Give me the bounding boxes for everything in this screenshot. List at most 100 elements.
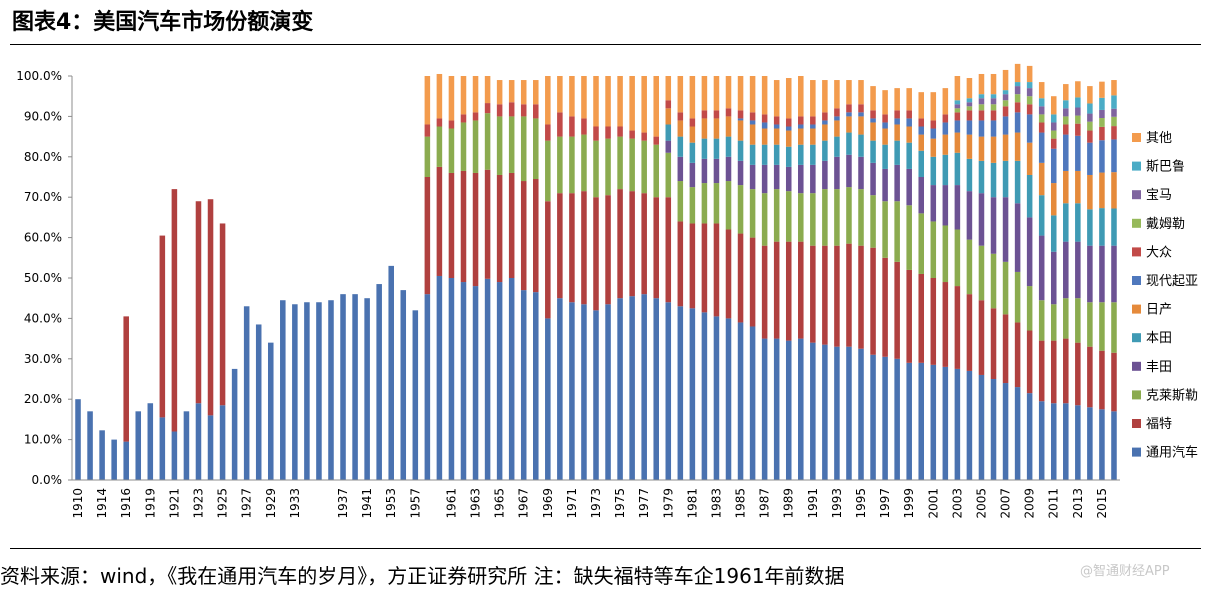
bar-segment-其他-1972 (581, 76, 587, 119)
bar-segment-日产-2014 (1087, 174, 1093, 210)
bar-segment-丰田-1987 (761, 164, 768, 194)
bar-segment-通用汽车-2009 (1026, 393, 1033, 480)
bar-segment-其他-1979 (665, 76, 672, 101)
bar-segment-通用汽车-1987 (761, 338, 768, 480)
bar-segment-福特-1995 (858, 245, 864, 349)
bar-segment-福特-2007 (1002, 314, 1009, 384)
bar-segment-现代起亚-1986 (749, 120, 756, 125)
bar-segment-宝马-2009 (1026, 88, 1033, 97)
y-tick-label: 50.0% (24, 271, 62, 285)
bar-segment-大众-1988 (773, 116, 780, 125)
bar-segment-克莱斯勒-1983 (713, 183, 720, 224)
bar-segment-现代起亚-2016 (1111, 139, 1117, 173)
legend-swatch-日产 (1132, 304, 1141, 314)
bar-segment-本田-2016 (1111, 208, 1117, 246)
bar-segment-斯巴鲁-2012 (1063, 100, 1069, 109)
bar-segment-本田-2002 (942, 154, 949, 186)
bar-segment-其他-1982 (701, 76, 708, 111)
bar-segment-福特-1985 (737, 233, 744, 323)
bar-segment-现代起亚-1989 (785, 126, 792, 131)
bar-segment-大众-1968 (533, 104, 539, 119)
bar-segment-大众-1966 (508, 102, 515, 117)
bar-segment-通用汽车-1966 (508, 278, 515, 480)
bar-segment-其他-1958 (424, 76, 431, 125)
legend-swatch-其他 (1132, 133, 1141, 142)
x-tick-label: 1969 (541, 488, 555, 519)
bar-segment-克莱斯勒-2001 (930, 221, 937, 278)
bar-segment-其他-2012 (1063, 84, 1069, 101)
bar-segment-福特-1973 (593, 197, 599, 311)
x-tick-label: 1957 (408, 488, 422, 519)
bar-segment-通用汽车-1936 (328, 300, 334, 480)
bar-segment-日产-2005 (978, 136, 985, 161)
bar-segment-福特-1991 (810, 245, 816, 343)
bar-segment-现代起亚-2006 (990, 120, 997, 137)
y-tick-label: 20.0% (24, 392, 62, 406)
bar-segment-福特-2001 (930, 278, 937, 365)
bar-segment-现代起亚-1997 (882, 122, 888, 129)
bar-segment-日产-2015 (1099, 172, 1105, 209)
bar-segment-通用汽车-1912 (87, 411, 93, 480)
bar-segment-通用汽车-1992 (822, 344, 828, 480)
bar-segment-本田-2007 (1002, 160, 1009, 198)
bar-segment-福特-1980 (677, 221, 684, 307)
bar-segment-其他-1984 (725, 76, 732, 109)
bar-segment-通用汽车-1977 (641, 294, 647, 480)
bar-segment-克莱斯勒-1989 (785, 191, 792, 242)
bar-segment-日产-1988 (773, 128, 780, 145)
bar-segment-大众-1962 (460, 114, 467, 123)
bar-segment-戴姆勒-2004 (966, 106, 973, 111)
bar-segment-克莱斯勒-2005 (978, 245, 985, 301)
bar-segment-斯巴鲁-2014 (1087, 103, 1093, 114)
bar-segment-克莱斯勒-1976 (629, 138, 635, 192)
bar-segment-丰田-2004 (966, 191, 973, 240)
bar-segment-其他-2000 (918, 92, 925, 119)
bar-segment-宝马-2004 (966, 102, 973, 107)
bar-segment-大众-2005 (978, 110, 985, 121)
bar-segment-福特-1958 (424, 177, 431, 295)
bar-segment-日产-1990 (798, 128, 804, 145)
bar-segment-现代起亚-1995 (858, 112, 864, 117)
bar-segment-丰田-2014 (1087, 245, 1093, 303)
bar-segment-本田-1990 (798, 144, 804, 165)
bar-segment-福特-1983 (713, 223, 720, 317)
bar-segment-现代起亚-1992 (822, 120, 828, 125)
bar-segment-日产-1994 (846, 116, 852, 133)
bar-segment-丰田-2005 (978, 193, 985, 246)
bar-segment-大众-1978 (653, 136, 659, 145)
bar-segment-日产-2016 (1111, 172, 1117, 209)
bar-segment-通用汽车-1932 (280, 300, 286, 480)
x-tick-label: 2001 (926, 488, 940, 519)
x-tick-label: 2009 (1023, 488, 1037, 519)
bar-segment-大众-2016 (1111, 126, 1117, 140)
x-tick-label: 1916 (119, 488, 133, 519)
bar-segment-本田-1992 (822, 140, 828, 161)
bar-segment-大众-1971 (569, 116, 575, 137)
legend-label-本田: 本田 (1146, 331, 1172, 346)
bar-segment-大众-1983 (713, 110, 720, 119)
bar-segment-克莱斯勒-1964 (484, 113, 491, 170)
x-tick-label: 1987 (758, 488, 772, 519)
bar-segment-丰田-1982 (701, 158, 708, 184)
bar-segment-通用汽车-1996 (870, 354, 876, 480)
bar-segment-丰田-1995 (858, 156, 864, 190)
bar-segment-克莱斯勒-1985 (737, 185, 744, 234)
bar-segment-其他-1975 (617, 76, 623, 127)
bar-segment-本田-1980 (677, 136, 684, 157)
bar-segment-宝马-2015 (1099, 109, 1105, 119)
bar-segment-丰田-2013 (1075, 241, 1081, 299)
bar-segment-其他-2004 (966, 78, 973, 99)
bar-segment-通用汽车-1994 (846, 346, 852, 480)
bar-segment-丰田-2012 (1063, 241, 1069, 299)
bar-segment-其他-2001 (930, 92, 937, 121)
bar-segment-通用汽车-2008 (1014, 387, 1021, 480)
bar-segment-大众-1994 (846, 104, 852, 113)
bar-segment-克莱斯勒-1961 (448, 128, 455, 173)
bar-segment-大众-2006 (990, 110, 997, 121)
bar-segment-现代起亚-1999 (906, 118, 912, 127)
bar-segment-福特-1981 (689, 223, 696, 309)
bar-segment-通用汽车-1985 (737, 322, 744, 480)
bar-segment-福特-2006 (990, 308, 997, 379)
bar-segment-通用汽车-1986 (749, 326, 756, 480)
x-tick-label: 1995 (854, 488, 868, 519)
